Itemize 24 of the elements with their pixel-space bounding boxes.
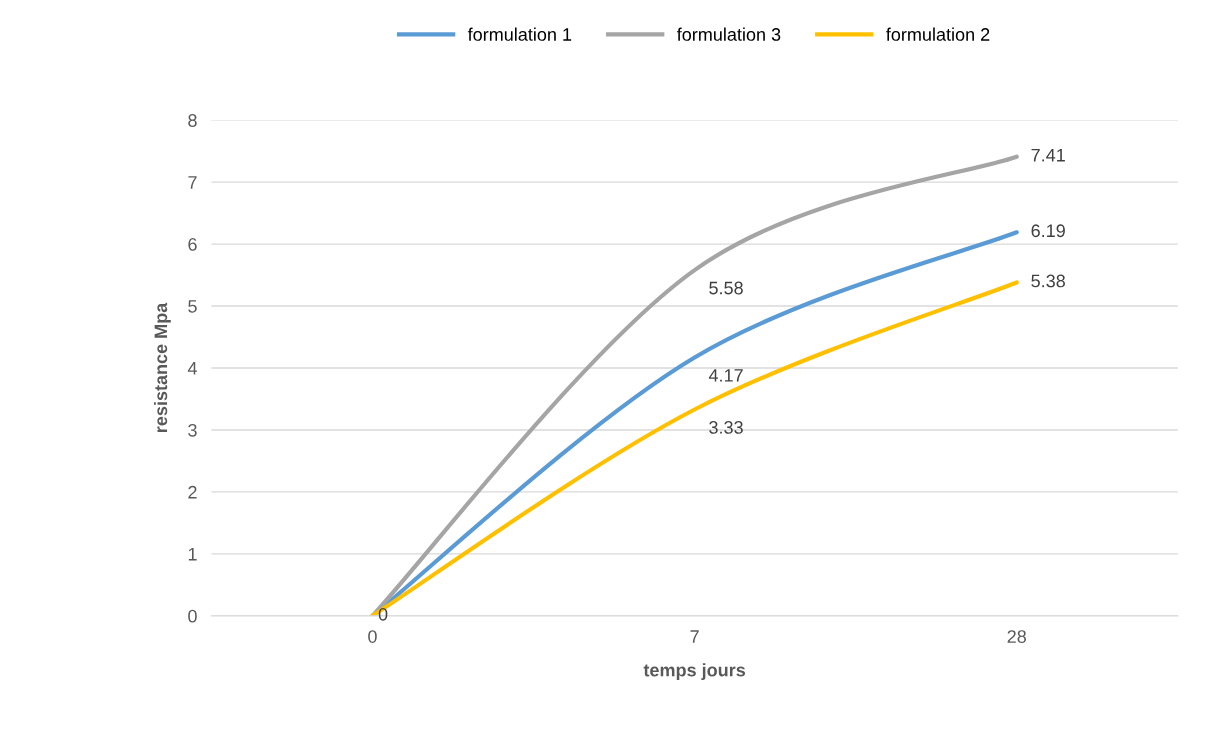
legend-label: formulation 3 <box>676 27 781 41</box>
data-label: 6.19 <box>1031 224 1065 238</box>
data-label: 3.33 <box>709 421 743 434</box>
x-tick-label: 7 <box>690 630 699 643</box>
x-tick-label: 28 <box>1007 630 1026 643</box>
legend-label: formulation 2 <box>886 27 990 41</box>
y-axis-title: resistance Mpa <box>153 302 171 433</box>
data-label: 0 <box>378 607 388 621</box>
data-label: 7.41 <box>1031 148 1065 162</box>
x-tick-label: 0 <box>368 630 377 643</box>
y-tick-label: 4 <box>187 362 197 375</box>
y-tick-label: 2 <box>188 485 197 499</box>
y-tick-label: 6 <box>188 238 197 251</box>
legend-label: formulation 1 <box>467 27 572 41</box>
data-label: 4.17 <box>708 369 743 382</box>
data-label: 5.38 <box>1031 274 1065 288</box>
y-tick-label: 3 <box>188 423 197 437</box>
data-label: 5.58 <box>709 281 743 295</box>
y-tick-label: 5 <box>188 300 197 313</box>
x-axis-title: temps jours <box>643 663 746 681</box>
y-tick-label: 1 <box>188 547 197 561</box>
y-tick-label: 7 <box>188 176 197 189</box>
y-tick-label: 8 <box>188 114 197 127</box>
y-tick-label: 0 <box>188 609 197 623</box>
